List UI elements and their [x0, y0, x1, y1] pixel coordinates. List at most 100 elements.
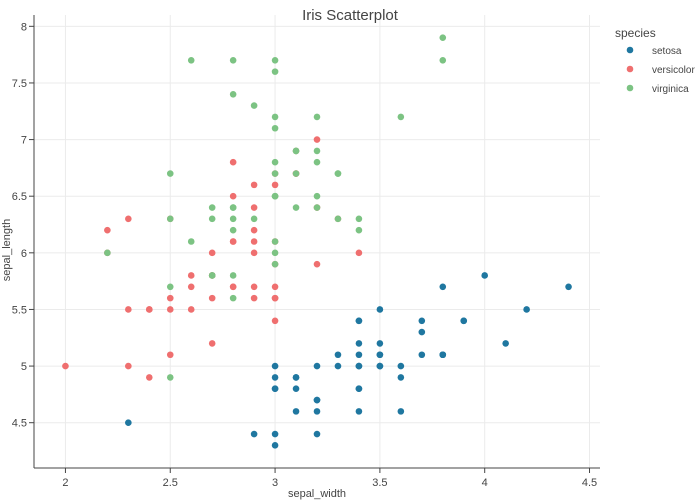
data-point-virginica	[292, 147, 300, 155]
data-point-setosa	[125, 419, 132, 427]
data-point-setosa	[271, 430, 279, 438]
data-point-setosa	[397, 362, 405, 370]
data-point-versicolor	[104, 226, 111, 234]
data-point-virginica	[271, 124, 279, 132]
data-point-setosa	[481, 272, 489, 279]
data-point-virginica	[229, 90, 237, 98]
data-point-versicolor	[229, 158, 237, 166]
data-point-versicolor	[187, 306, 195, 313]
data-point-versicolor	[250, 181, 258, 189]
data-point-setosa	[334, 351, 342, 359]
data-point-versicolor	[313, 136, 321, 143]
data-point-setosa	[397, 374, 405, 381]
x-tick-label: 3.5	[372, 477, 387, 489]
data-point-setosa	[355, 385, 363, 393]
data-point-versicolor	[62, 362, 69, 370]
data-point-setosa	[460, 317, 468, 325]
data-point-setosa	[292, 374, 300, 381]
data-point-virginica	[271, 249, 279, 257]
data-points	[62, 34, 572, 449]
legend-marker-versicolor	[626, 65, 634, 73]
data-point-setosa	[376, 351, 384, 359]
y-tick-label: 7	[21, 135, 27, 147]
data-point-versicolor	[250, 204, 258, 211]
data-point-setosa	[397, 408, 405, 415]
x-tick-label: 4.5	[582, 477, 597, 489]
x-tick-label: 4	[482, 477, 488, 489]
data-point-setosa	[439, 351, 447, 359]
legend-label-setosa: setosa	[652, 46, 682, 57]
data-point-setosa	[271, 442, 279, 449]
series-virginica	[104, 34, 447, 381]
data-point-virginica	[229, 272, 237, 279]
data-point-versicolor	[229, 238, 237, 245]
data-point-virginica	[187, 238, 195, 245]
data-point-versicolor	[187, 272, 195, 279]
legend: species setosa versicolor virginica	[615, 26, 695, 95]
data-point-setosa	[334, 362, 342, 370]
data-point-virginica	[271, 158, 279, 166]
data-point-setosa	[355, 340, 363, 347]
data-point-setosa	[376, 340, 384, 347]
data-point-setosa	[292, 408, 300, 415]
data-point-versicolor	[125, 215, 132, 223]
axes: 2 2.5 3 3.5 4 4.5 4.5 5 5.5 6 6.5 7 7.5 8	[12, 15, 600, 489]
data-point-virginica	[229, 57, 237, 64]
data-point-setosa	[502, 340, 509, 347]
y-tick-label: 7.5	[12, 78, 27, 90]
data-point-virginica	[355, 215, 363, 223]
data-point-versicolor	[166, 306, 174, 313]
data-point-virginica	[229, 226, 237, 234]
chart-title: Iris Scatterplot	[302, 7, 399, 24]
data-point-virginica	[439, 57, 447, 64]
legend-title: species	[615, 26, 656, 40]
data-point-versicolor	[229, 283, 237, 291]
data-point-versicolor	[271, 317, 279, 325]
data-point-virginica	[397, 113, 405, 121]
data-point-virginica	[334, 170, 342, 177]
data-point-setosa	[313, 430, 321, 438]
data-point-setosa	[565, 283, 572, 291]
data-point-setosa	[313, 396, 321, 404]
data-point-versicolor	[145, 374, 153, 381]
legend-label-versicolor: versicolor	[652, 65, 695, 76]
data-point-virginica	[271, 57, 279, 64]
data-point-virginica	[271, 260, 279, 268]
data-point-versicolor	[166, 351, 174, 359]
data-point-versicolor	[145, 306, 153, 313]
legend-marker-setosa	[626, 46, 634, 54]
data-point-virginica	[104, 249, 111, 257]
data-point-setosa	[418, 328, 426, 336]
data-point-versicolor	[250, 238, 258, 245]
legend-marker-virginica	[626, 84, 634, 92]
data-point-versicolor	[271, 181, 279, 189]
x-tick-label: 2.5	[163, 477, 178, 489]
data-point-virginica	[313, 192, 321, 200]
data-point-setosa	[418, 317, 426, 325]
data-point-virginica	[229, 204, 237, 211]
data-point-virginica	[208, 272, 216, 279]
series-setosa	[125, 272, 572, 449]
data-point-virginica	[292, 204, 300, 211]
y-tick-label: 6.5	[12, 191, 27, 203]
data-point-versicolor	[250, 249, 258, 257]
data-point-virginica	[292, 170, 300, 177]
data-point-virginica	[271, 192, 279, 200]
data-point-setosa	[292, 385, 300, 393]
data-point-virginica	[313, 113, 321, 121]
data-point-virginica	[166, 215, 174, 223]
x-tick-label: 2	[62, 477, 68, 489]
data-point-versicolor	[187, 283, 195, 291]
data-point-virginica	[355, 226, 363, 234]
data-point-versicolor	[250, 226, 258, 234]
data-point-setosa	[271, 385, 279, 393]
data-point-setosa	[355, 362, 363, 370]
data-point-virginica	[250, 102, 258, 109]
data-point-versicolor	[125, 362, 132, 370]
data-point-virginica	[208, 215, 216, 223]
data-point-setosa	[271, 374, 279, 381]
legend-items: setosa versicolor virginica	[626, 46, 695, 95]
data-point-setosa	[418, 351, 426, 359]
